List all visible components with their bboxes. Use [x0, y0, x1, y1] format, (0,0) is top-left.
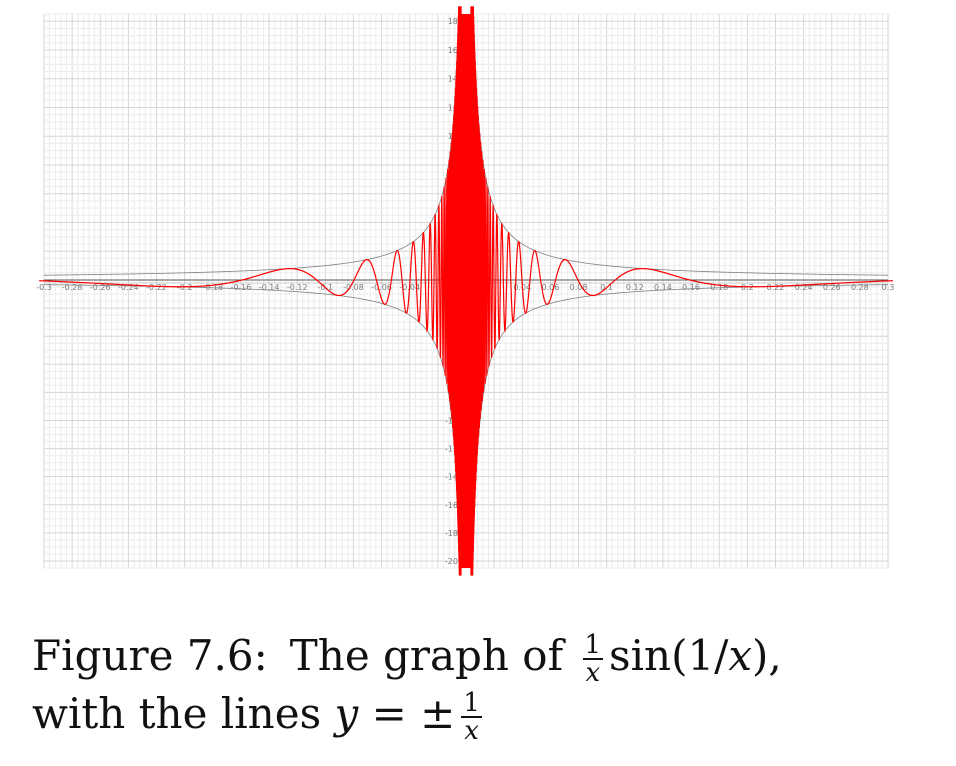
envelope-line: [43, 6, 461, 276]
y-tick-label: -140: [445, 473, 463, 482]
fraction-denominator: x: [585, 658, 601, 688]
caption-line-2: with the lines y = ±1 x: [32, 686, 932, 744]
envelope-line: [471, 6, 889, 276]
x-tick-label: -0.22: [146, 283, 167, 292]
caption-line2-text: with the lines: [32, 689, 322, 738]
x-tick-label: 0.3: [882, 283, 895, 292]
figure-caption: Figure 7.6: The graph of 1 x sin(1/x), with…: [32, 628, 932, 744]
y-tick-label: -200: [445, 557, 463, 566]
caption-label: Figure 7.6:: [32, 631, 268, 680]
x-tick-label: -0.28: [62, 283, 83, 292]
caption-line2-equals: = ±: [371, 689, 456, 738]
caption-function: sin(1/: [609, 631, 729, 680]
x-tick-label: -0.26: [90, 283, 111, 292]
line2-fraction-denominator: x: [464, 716, 479, 746]
x-tick-label: 0.08: [570, 283, 588, 292]
caption-function-end: ),: [752, 631, 782, 680]
x-tick-label: -0.3: [36, 283, 52, 292]
x-tick-label: -0.08: [343, 283, 364, 292]
fraction-numerator: 1: [582, 630, 604, 660]
x-tick-label: 0.24: [795, 283, 813, 292]
y-tick-label: 180: [448, 17, 463, 26]
y-tick-label: 160: [448, 46, 463, 55]
x-tick-label: -0.14: [259, 283, 280, 292]
caption-line2-variable: y: [334, 689, 359, 738]
dense-oscillation-band: [459, 14, 473, 568]
x-tick-label: 0.12: [626, 283, 644, 292]
x-tick-label: 0.14: [654, 283, 672, 292]
curve-left: [39, 6, 462, 576]
curve-right: [470, 6, 893, 576]
x-tick-label: 0.06: [541, 283, 559, 292]
x-tick-label: 0.2: [741, 283, 754, 292]
line2-fraction-numerator: 1: [461, 688, 482, 718]
x-tick-label: -0.2: [177, 283, 193, 292]
x-tick-label: -0.16: [231, 283, 252, 292]
x-tick-label: 0.22: [767, 283, 785, 292]
x-tick-label: -0.06: [371, 283, 392, 292]
y-tick-label: -180: [445, 529, 463, 538]
caption-function-variable: x: [728, 631, 753, 680]
figure: -0.3 -0.28 -0.26 -0.24 -0.22 -0.2 -0.18 -0.16 -0…: [36, 6, 895, 576]
x-tick-label: 0.28: [851, 283, 869, 292]
x-tick-label: 0.26: [823, 283, 841, 292]
curve: [39, 6, 893, 576]
caption-text: The graph of: [289, 631, 564, 680]
x-tick-label: -0.12: [287, 283, 308, 292]
x-tick-label: 0.16: [682, 283, 700, 292]
caption-line-1: Figure 7.6: The graph of 1 x sin(1/x),: [32, 628, 932, 686]
x-tick-label: -0.24: [118, 283, 139, 292]
function-plot: -0.3 -0.28 -0.26 -0.24 -0.22 -0.2 -0.18 -0.16 -0…: [36, 6, 895, 576]
y-tick-label: -160: [445, 501, 463, 510]
